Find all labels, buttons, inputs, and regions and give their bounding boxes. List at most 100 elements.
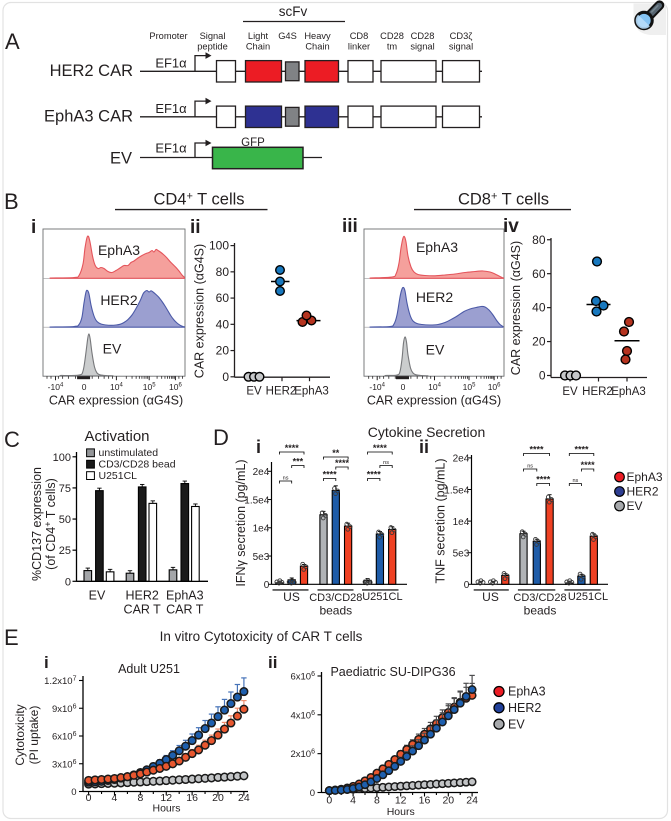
svg-text:-104: -104 — [369, 382, 385, 392]
svg-text:CD28: CD28 — [380, 31, 404, 41]
svg-text:Chain: Chain — [305, 42, 329, 52]
svg-text:US: US — [482, 590, 499, 604]
svg-text:Paediatric SU-DIPG36: Paediatric SU-DIPG36 — [330, 665, 455, 679]
svg-text:scFv: scFv — [279, 4, 308, 19]
svg-text:ii: ii — [268, 653, 277, 672]
svg-text:GFP: GFP — [241, 137, 265, 149]
svg-text:signal: signal — [410, 42, 434, 52]
svg-text:E: E — [4, 625, 19, 650]
svg-text:105: 105 — [143, 382, 156, 392]
svg-text:***: *** — [293, 457, 304, 467]
svg-text:****: **** — [335, 458, 350, 468]
svg-text:Light: Light — [248, 31, 269, 41]
svg-text:5e3: 5e3 — [453, 549, 470, 560]
svg-text:(of CD4+ T cells): (of CD4+ T cells) — [43, 478, 58, 570]
svg-text:ns: ns — [572, 478, 578, 484]
svg-text:EV: EV — [508, 717, 525, 731]
svg-text:C: C — [4, 427, 20, 452]
svg-text:1.5e4: 1.5e4 — [444, 485, 469, 496]
svg-text:**: ** — [332, 448, 340, 458]
svg-text:24: 24 — [466, 795, 478, 807]
svg-text:(PI uptake): (PI uptake) — [27, 706, 41, 765]
svg-text:G4S: G4S — [278, 31, 297, 41]
svg-text:CAR T: CAR T — [124, 603, 162, 617]
svg-text:****: **** — [530, 445, 545, 455]
svg-text:0: 0 — [539, 369, 546, 383]
svg-text:EphA3: EphA3 — [508, 685, 546, 699]
svg-text:EV: EV — [426, 342, 445, 358]
svg-text:CD3/CD28: CD3/CD28 — [309, 592, 362, 604]
svg-text:EphA3: EphA3 — [294, 386, 329, 398]
svg-text:1.2x107: 1.2x107 — [44, 676, 77, 688]
svg-text:CD3ζ: CD3ζ — [450, 31, 473, 41]
svg-text:signal: signal — [449, 42, 473, 52]
svg-text:40: 40 — [216, 317, 230, 331]
svg-text:0: 0 — [86, 792, 92, 804]
svg-text:CAR T: CAR T — [166, 603, 204, 617]
svg-text:ns: ns — [527, 464, 533, 470]
svg-text:6x106: 6x106 — [290, 671, 315, 683]
svg-text:EphA3: EphA3 — [98, 242, 140, 258]
svg-text:peptide: peptide — [197, 42, 228, 52]
svg-text:CAR expression (αG4S): CAR expression (αG4S) — [49, 394, 183, 408]
svg-text:EF1α: EF1α — [155, 141, 187, 156]
svg-text:i: i — [44, 653, 49, 672]
svg-text:EphA3: EphA3 — [611, 386, 646, 398]
svg-text:HER2: HER2 — [582, 386, 613, 398]
svg-text:iii: iii — [342, 216, 358, 237]
svg-text:CAR expression (αG4S): CAR expression (αG4S) — [193, 244, 207, 378]
svg-text:1e4: 1e4 — [253, 524, 270, 535]
svg-text:Cytotoxicity: Cytotoxicity — [13, 704, 27, 765]
svg-text:US: US — [283, 590, 300, 604]
svg-text:0: 0 — [82, 382, 87, 392]
svg-text:Chain: Chain — [246, 42, 270, 52]
svg-text:100: 100 — [53, 452, 71, 464]
svg-text:ns: ns — [283, 476, 289, 482]
svg-text:5e3: 5e3 — [253, 552, 270, 563]
svg-text:Signal: Signal — [200, 31, 226, 41]
svg-text:104: 104 — [428, 382, 441, 392]
svg-text:8: 8 — [374, 795, 380, 807]
svg-text:Adult U251: Adult U251 — [118, 662, 180, 676]
svg-text:20: 20 — [212, 792, 224, 804]
svg-text:100: 100 — [209, 239, 229, 253]
svg-text:U251CL: U251CL — [568, 591, 608, 603]
svg-text:i: i — [256, 437, 261, 457]
svg-text:EV: EV — [89, 589, 106, 603]
svg-text:50: 50 — [59, 514, 71, 526]
svg-text:0: 0 — [401, 382, 406, 392]
svg-text:TNF secretion (pg/mL): TNF secretion (pg/mL) — [434, 458, 448, 583]
svg-text:HER2: HER2 — [627, 485, 659, 499]
svg-text:Cytokine Secretion: Cytokine Secretion — [368, 424, 486, 440]
svg-text:CD3/CD28 bead: CD3/CD28 bead — [99, 458, 176, 470]
svg-text:Hours: Hours — [152, 803, 180, 815]
svg-text:24: 24 — [238, 792, 250, 804]
svg-text:1.5e4: 1.5e4 — [244, 495, 269, 506]
svg-text:i: i — [31, 217, 36, 238]
svg-text:-104: -104 — [48, 382, 64, 392]
svg-text:4: 4 — [112, 792, 118, 804]
svg-text:0: 0 — [264, 580, 270, 591]
svg-text:ii: ii — [419, 437, 429, 457]
svg-text:EV: EV — [562, 386, 578, 398]
svg-text:75: 75 — [59, 483, 71, 495]
svg-text:3x106: 3x106 — [52, 759, 77, 771]
svg-text:0: 0 — [71, 787, 76, 798]
svg-text:HER2: HER2 — [266, 386, 297, 398]
svg-text:HER2: HER2 — [100, 292, 138, 308]
svg-text:EV: EV — [246, 386, 262, 398]
svg-text:ns: ns — [383, 460, 389, 466]
svg-text:EphA3: EphA3 — [166, 589, 204, 603]
svg-text:IFNγ secretion (pg/mL): IFNγ secretion (pg/mL) — [234, 459, 248, 586]
svg-text:20: 20 — [216, 344, 230, 358]
svg-text:1e4: 1e4 — [453, 517, 470, 528]
svg-text:2e4: 2e4 — [253, 467, 270, 478]
svg-text:CAR expression (αG4S): CAR expression (αG4S) — [367, 394, 501, 408]
svg-text:0: 0 — [310, 788, 315, 799]
svg-text:B: B — [4, 189, 19, 214]
svg-text:****: **** — [373, 443, 388, 453]
svg-text:beads: beads — [524, 604, 557, 618]
svg-text:12: 12 — [160, 792, 172, 804]
svg-text:CD4+ T cells: CD4+ T cells — [153, 191, 244, 209]
svg-text:EV: EV — [110, 150, 132, 168]
